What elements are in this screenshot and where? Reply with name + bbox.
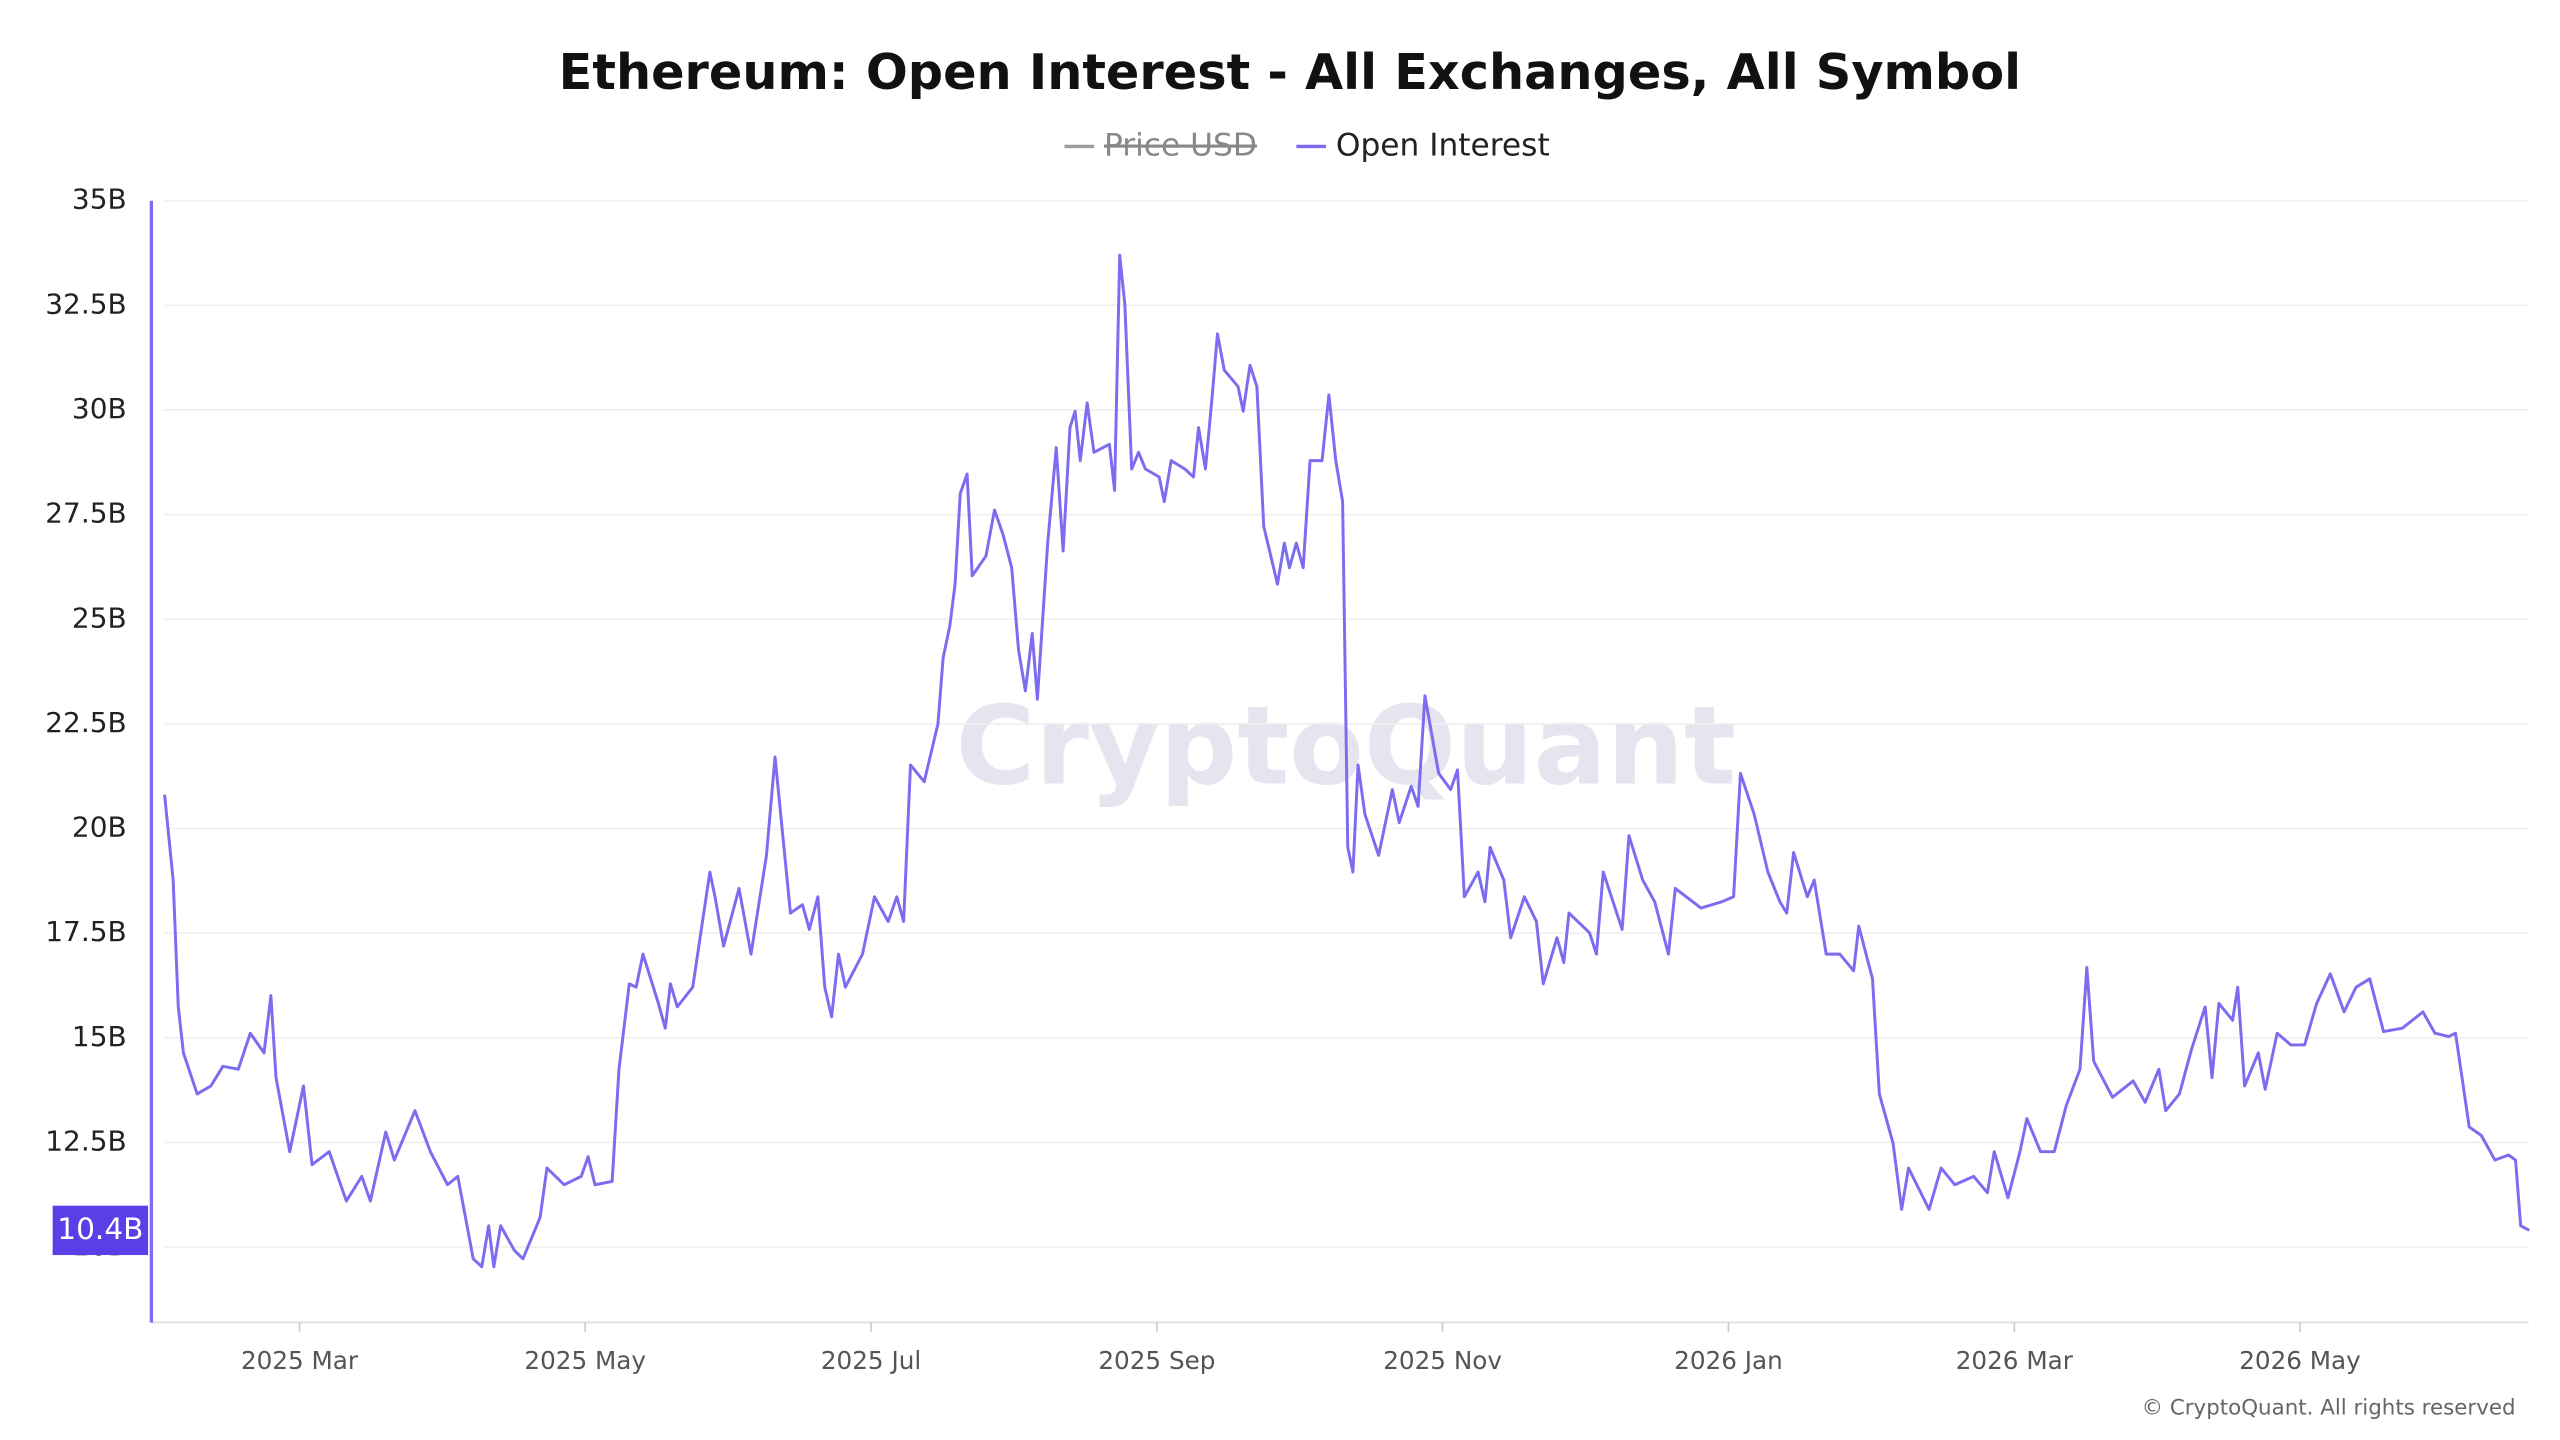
y-tick-label: 22.5B [45,706,126,739]
y-tick-label: 25B [72,601,127,634]
x-tick-label: 2025 May [524,1346,646,1375]
y-tick-label: 17.5B [45,915,126,948]
y-tick-label: 20B [72,811,127,844]
x-tick-label: 2026 May [2239,1346,2361,1375]
x-tick-label: 2025 Nov [1383,1346,1502,1375]
x-tick-label: 2026 Jan [1674,1346,1783,1375]
legend-label: Price USD [1104,127,1257,163]
chart-title: Ethereum: Open Interest - All Exchanges,… [559,43,2021,101]
legend: Price USD Open Interest [1064,127,1550,163]
x-tick-label: 2026 Mar [1956,1346,2074,1375]
legend-item: Price USD [1064,127,1257,163]
legend-label: Open Interest [1336,127,1550,163]
footer: © CryptoQuant. All rights reserved [2142,1395,2516,1420]
y-tick-label: 27.5B [45,497,126,530]
y-tick-label: 12.5B [45,1124,126,1157]
y-tick-label: 30B [72,392,127,425]
last-value-badge [52,1205,149,1256]
x-tick-label: 2025 Sep [1098,1346,1215,1375]
y-tick-label: 15B [72,1020,127,1053]
y-tick-label: 32.5B [45,287,126,320]
last-value-label: 10.4B [57,1212,143,1246]
legend-item: Open Interest [1296,127,1550,163]
x-tick-label: 2025 Jul [821,1346,921,1375]
y-tick-label: 35B [72,183,127,216]
series-line [163,253,2530,1269]
x-tick-label: 2025 Mar [241,1346,359,1375]
